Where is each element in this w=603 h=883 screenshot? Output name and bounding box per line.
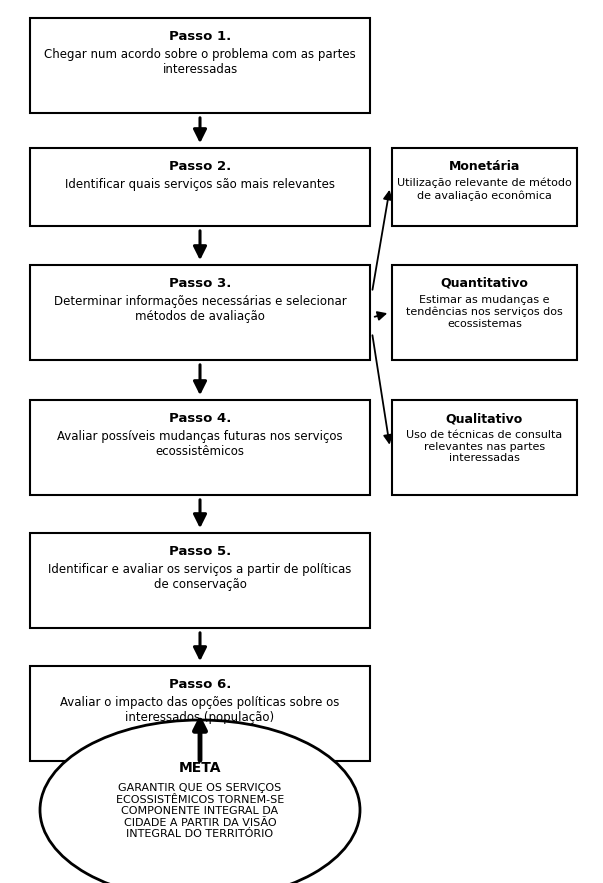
Text: Determinar informações necessárias e selecionar
métodos de avaliação: Determinar informações necessárias e sel…	[54, 295, 346, 323]
Text: Passo 1.: Passo 1.	[169, 30, 231, 43]
Text: Uso de técnicas de consulta
relevantes nas partes
interessadas: Uso de técnicas de consulta relevantes n…	[406, 430, 563, 464]
Ellipse shape	[40, 720, 360, 883]
Text: Identificar e avaliar os serviços a partir de políticas
de conservação: Identificar e avaliar os serviços a part…	[48, 563, 352, 591]
Text: META: META	[178, 760, 221, 774]
Text: Passo 6.: Passo 6.	[169, 678, 231, 691]
Text: Passo 3.: Passo 3.	[169, 277, 231, 290]
Bar	[392, 265, 577, 360]
Text: Monetária: Monetária	[449, 160, 520, 173]
Text: Passo 2.: Passo 2.	[169, 160, 231, 173]
Text: Estimar as mudanças e
tendências nos serviços dos
ecossistemas: Estimar as mudanças e tendências nos ser…	[406, 295, 563, 328]
Bar	[30, 148, 370, 226]
Bar	[30, 533, 370, 628]
Bar	[30, 400, 370, 495]
Bar	[30, 666, 370, 761]
Text: GARANTIR QUE OS SERVIÇOS
ECOSSISTÊMICOS TORNEM-SE
COMPONENTE INTEGRAL DA
CIDADE : GARANTIR QUE OS SERVIÇOS ECOSSISTÊMICOS …	[116, 783, 284, 840]
Text: Utilização relevante de método
de avaliação econômica: Utilização relevante de método de avalia…	[397, 178, 572, 200]
Text: Avaliar possíveis mudanças futuras nos serviços
ecossistêmicos: Avaliar possíveis mudanças futuras nos s…	[57, 430, 343, 458]
Text: Identificar quais serviços são mais relevantes: Identificar quais serviços são mais rele…	[65, 178, 335, 191]
Text: Qualitativo: Qualitativo	[446, 412, 523, 425]
Text: Chegar num acordo sobre o problema com as partes
interessadas: Chegar num acordo sobre o problema com a…	[44, 48, 356, 76]
Text: Passo 5.: Passo 5.	[169, 545, 231, 558]
Text: Quantitativo: Quantitativo	[441, 277, 528, 290]
Text: Avaliar o impacto das opções políticas sobre os
interessados (população): Avaliar o impacto das opções políticas s…	[60, 696, 339, 724]
Bar	[30, 265, 370, 360]
Bar	[392, 148, 577, 226]
Bar	[30, 18, 370, 113]
Bar	[392, 400, 577, 495]
Text: Passo 4.: Passo 4.	[169, 412, 231, 425]
